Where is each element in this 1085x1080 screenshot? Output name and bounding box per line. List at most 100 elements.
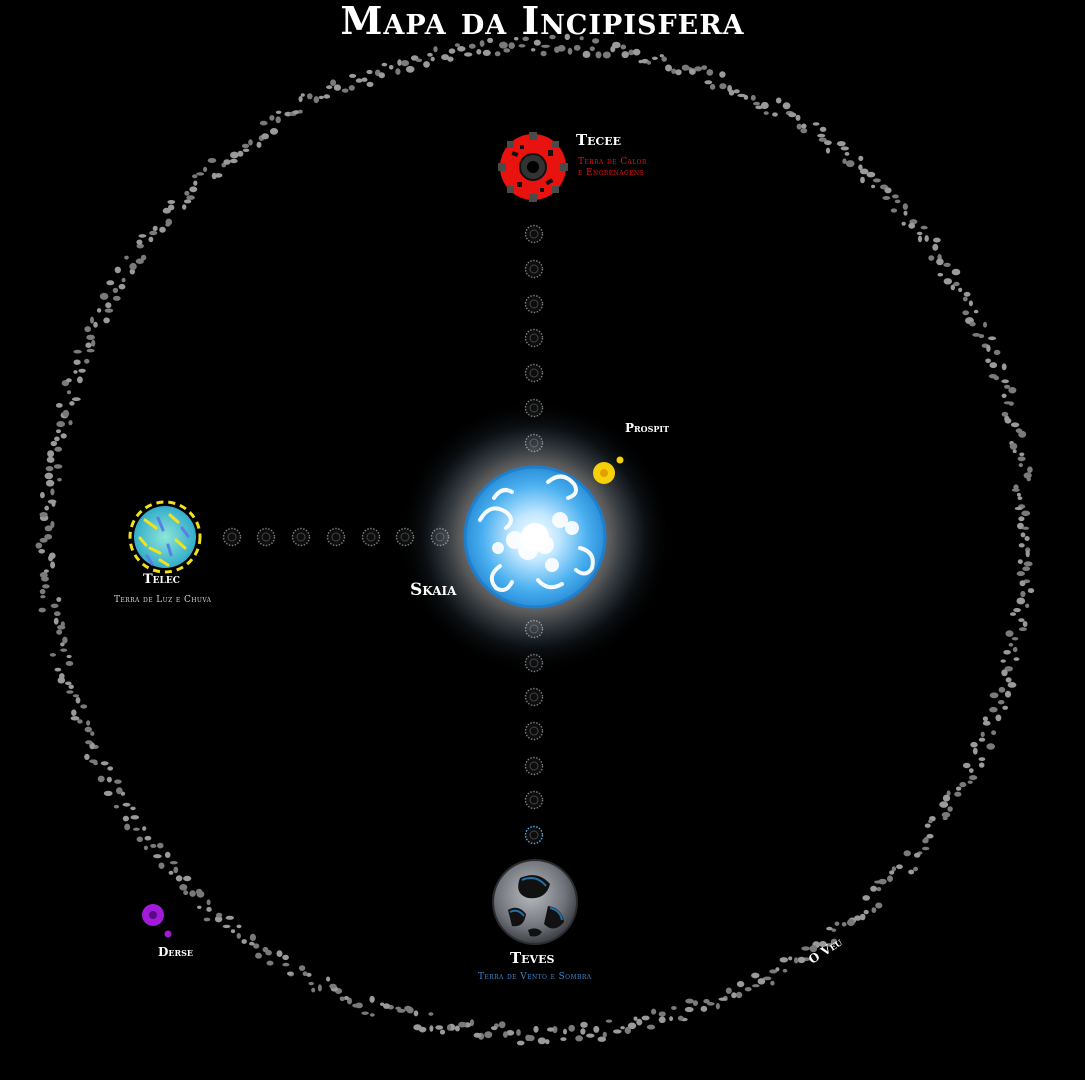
asteroid: [482, 49, 491, 57]
asteroid: [60, 642, 65, 647]
golden-moon-icon[interactable]: [593, 456, 624, 485]
asteroid: [1018, 516, 1025, 522]
purple-moon-icon[interactable]: [142, 904, 172, 938]
asteroid: [718, 997, 727, 1001]
asteroid: [620, 44, 627, 50]
asteroid: [540, 50, 547, 57]
asteroid: [369, 1013, 375, 1017]
asteroid: [183, 199, 192, 204]
asteroid: [144, 835, 152, 841]
gate-dot-core: [296, 532, 306, 542]
asteroid: [86, 334, 95, 340]
asteroid: [995, 714, 1002, 722]
asteroid: [970, 741, 978, 748]
asteroid: [1008, 642, 1014, 647]
asteroid: [149, 230, 158, 236]
shadow-planet-icon[interactable]: [492, 859, 578, 945]
asteroid: [42, 584, 50, 589]
asteroid: [54, 667, 62, 672]
asteroid: [113, 804, 119, 809]
asteroid: [135, 258, 144, 265]
telec-subtitle: Terra de Luz e Chuva: [114, 595, 212, 605]
asteroid: [950, 284, 955, 291]
asteroid: [326, 976, 331, 982]
asteroid: [39, 511, 48, 518]
gate-dot-core: [529, 726, 539, 736]
asteroid: [86, 720, 91, 726]
asteroid: [1013, 657, 1020, 661]
asteroid: [206, 906, 212, 912]
asteroid: [1022, 566, 1031, 571]
asteroid: [317, 984, 322, 992]
asteroid: [863, 909, 869, 915]
asteroid: [817, 133, 826, 138]
asteroid: [506, 1030, 515, 1036]
asteroid: [73, 349, 82, 354]
asteroid: [928, 819, 933, 824]
asteroid: [242, 148, 250, 152]
asteroid: [706, 69, 714, 76]
asteroid: [926, 833, 934, 839]
asteroid: [917, 235, 923, 243]
skaia-cloud-orb-icon[interactable]: [397, 399, 673, 675]
asteroid: [703, 999, 710, 1004]
asteroid: [735, 991, 743, 999]
asteroid: [484, 1031, 493, 1039]
asteroid: [186, 195, 195, 200]
asteroid: [103, 317, 110, 324]
asteroid: [203, 917, 211, 922]
asteroid: [405, 65, 415, 73]
gate-dot: [222, 527, 242, 547]
asteroid: [809, 945, 818, 953]
asteroid: [152, 225, 158, 232]
asteroid: [60, 648, 68, 652]
asteroid: [44, 534, 53, 540]
asteroid: [954, 791, 962, 797]
asteroid: [85, 342, 92, 349]
asteroid: [45, 466, 54, 472]
asteroid: [847, 918, 855, 927]
asteroid: [121, 277, 126, 283]
asteroid: [1027, 466, 1033, 474]
rain-planet-icon[interactable]: [128, 500, 202, 574]
asteroid: [1021, 526, 1030, 530]
asteroid: [522, 36, 529, 41]
asteroid: [266, 960, 274, 966]
asteroid: [646, 1024, 656, 1030]
asteroid: [275, 110, 282, 115]
asteroid: [99, 292, 109, 300]
asteroid: [939, 801, 949, 808]
asteroid: [557, 45, 566, 52]
asteroid: [44, 472, 54, 480]
asteroid: [341, 88, 349, 93]
asteroid: [533, 39, 541, 46]
asteroid: [136, 239, 143, 245]
asteroid: [834, 921, 840, 926]
asteroid: [908, 869, 915, 875]
asteroid: [963, 291, 971, 297]
gate-dot-core: [366, 532, 376, 542]
asteroid: [90, 731, 95, 736]
asteroid: [1001, 411, 1009, 417]
asteroid: [56, 421, 65, 428]
asteroid: [709, 83, 716, 90]
asteroid: [96, 308, 102, 313]
gate-dot-core: [529, 830, 539, 840]
asteroid: [518, 44, 526, 48]
asteroid: [66, 378, 72, 383]
asteroid: [464, 52, 473, 57]
asteroid: [997, 700, 1005, 705]
asteroid: [620, 1026, 625, 1030]
asteroid: [1000, 659, 1006, 663]
tecee-subtitle-line-1: Terra de Calor: [578, 157, 647, 167]
asteroid: [560, 1037, 567, 1041]
asteroid: [458, 1021, 467, 1028]
asteroid: [753, 101, 760, 106]
asteroid: [862, 895, 870, 901]
asteroid: [427, 52, 433, 57]
asteroid: [124, 823, 131, 831]
asteroid: [627, 1022, 637, 1030]
asteroid: [652, 56, 658, 60]
asteroid: [435, 1025, 444, 1030]
gear-planet-icon[interactable]: [498, 132, 568, 202]
